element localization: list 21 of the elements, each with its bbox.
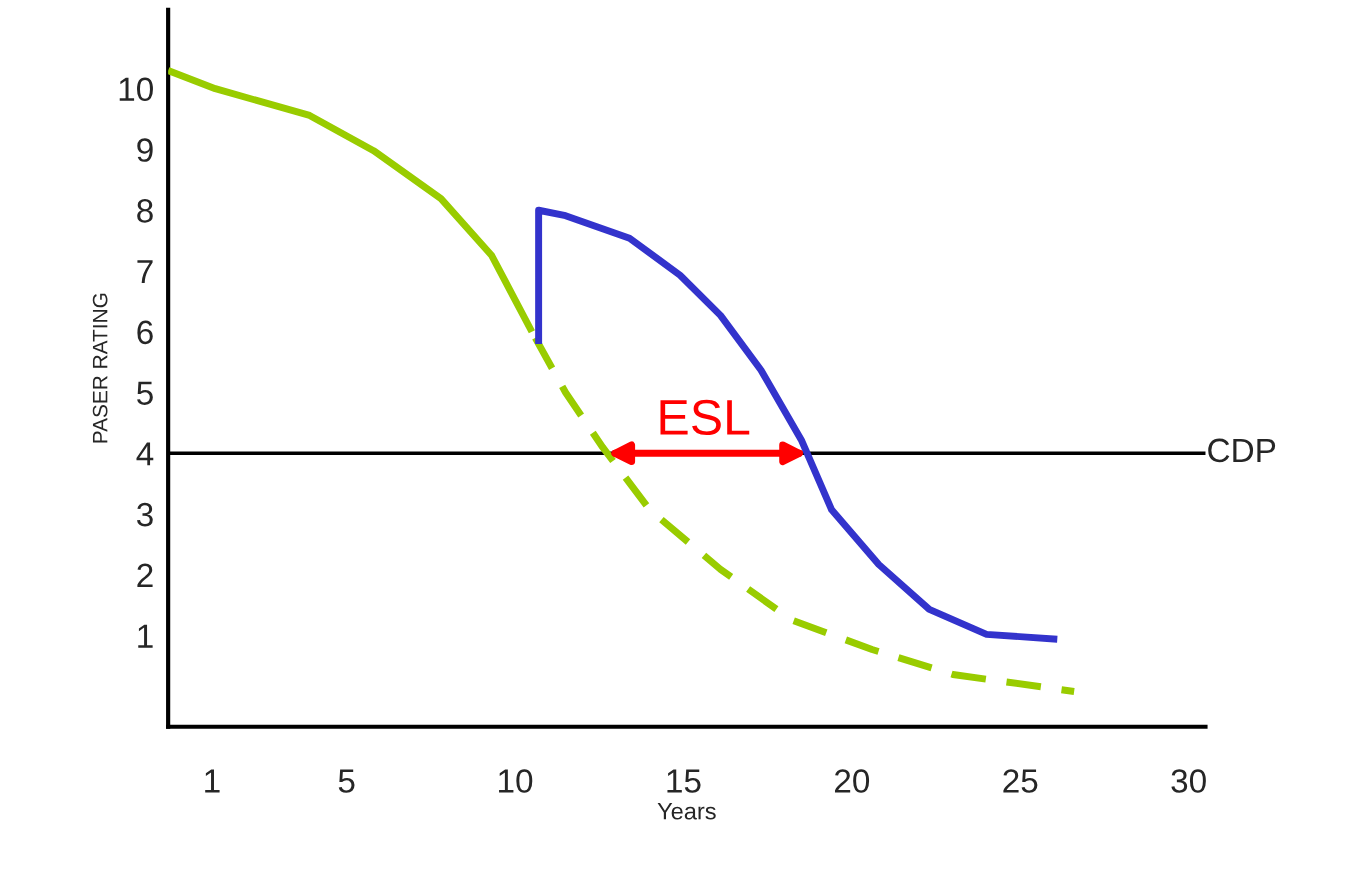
- x-tick-label: 5: [338, 769, 355, 793]
- y-tick-label: 6: [137, 320, 153, 345]
- y-axis-title: PASER RATING: [92, 293, 108, 443]
- y-tick-label: 4: [136, 442, 154, 466]
- x-axis-title: Years: [657, 803, 716, 820]
- annotation: ESL: [660, 399, 750, 436]
- y-tick-label: 10: [119, 77, 153, 102]
- y-tick-label: 9: [137, 138, 153, 162]
- y-tick-label: 1: [138, 624, 153, 648]
- y-tick-label: 3: [136, 502, 153, 527]
- y-tick-label: 5: [137, 381, 153, 405]
- x-tick-label: 10: [499, 769, 533, 793]
- x-tick-label: 20: [834, 769, 870, 793]
- x-tick-label: 1: [205, 769, 220, 793]
- y-tick-label: 2: [137, 563, 153, 587]
- ref-line-label: CDP: [1208, 438, 1276, 463]
- x-tick-label: 30: [1171, 769, 1206, 793]
- y-tick-label: 8: [137, 199, 153, 223]
- x-tick-label: 15: [667, 769, 701, 793]
- x-tick-label: 25: [1003, 769, 1038, 793]
- y-tick-label: 7: [137, 260, 153, 284]
